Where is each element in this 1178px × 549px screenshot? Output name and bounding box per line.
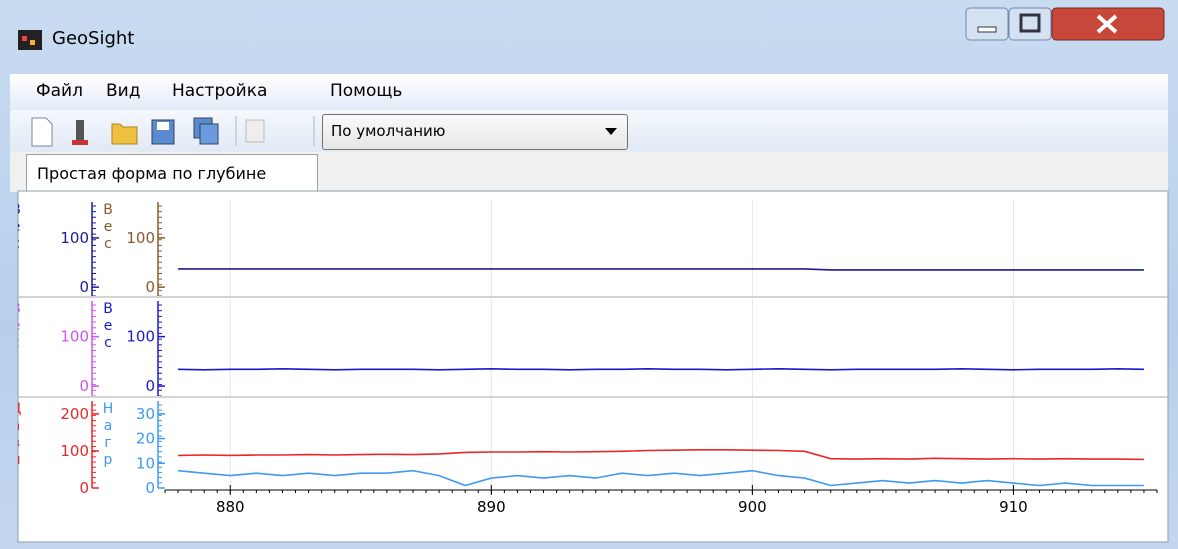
preset-dropdown[interactable]: По умолчанию xyxy=(322,114,628,150)
series-line xyxy=(178,449,1144,461)
y-tick-label: 100 xyxy=(126,328,155,346)
y-tick-label: 100 xyxy=(60,229,89,247)
y-tick-label: 0 xyxy=(79,479,89,497)
minimize-button[interactable] xyxy=(965,7,1009,41)
menu-item[interactable]: Файл xyxy=(36,81,83,101)
x-tick-label: 910 xyxy=(999,498,1028,516)
tab-label: Простая форма по глубине xyxy=(37,164,267,183)
series-line xyxy=(178,367,1144,371)
y-tick-label: 10 xyxy=(136,454,155,472)
axis-title: Вес xyxy=(8,202,24,253)
menu-item[interactable]: Помощь xyxy=(330,81,403,101)
open-icon[interactable] xyxy=(111,123,138,145)
series-line xyxy=(178,268,1144,271)
y-tick-label: 200 xyxy=(60,405,89,423)
pane: Давл 0 100 200 Нагр 0 10 20 30 xyxy=(8,399,1144,497)
axis-title: Давл xyxy=(8,401,24,469)
x-tick-label: 880 xyxy=(216,498,245,516)
menu-bar: Файл Вид Настройка Помощь xyxy=(10,74,1168,110)
title-bar xyxy=(18,7,1165,50)
well-icon[interactable] xyxy=(76,120,84,142)
y-tick-label: 0 xyxy=(79,377,89,395)
y-tick-label: 100 xyxy=(126,229,155,247)
y-tick-label: 100 xyxy=(60,328,89,346)
tab[interactable]: Простая форма по глубине xyxy=(26,154,318,193)
axis-title: Вес xyxy=(100,301,116,352)
toolbar-icons xyxy=(31,116,315,147)
axis-title: Вес xyxy=(8,301,24,352)
y-tick-label: 0 xyxy=(145,278,155,296)
copy-icon[interactable] xyxy=(245,119,265,143)
new-icon[interactable] xyxy=(31,117,53,147)
y-tick-label: 100 xyxy=(60,442,89,460)
pane: Вес 0 100 Вес 0 100 xyxy=(8,200,1144,296)
axis-title: Вес xyxy=(100,202,116,253)
y-tick-label: 0 xyxy=(79,278,89,296)
menu-item[interactable]: Вид xyxy=(106,81,141,101)
x-tick-label: 900 xyxy=(738,498,767,516)
axis-title: Нагр xyxy=(100,401,116,469)
window-title: GeoSight xyxy=(52,28,135,49)
menu-item[interactable]: Настройка xyxy=(172,81,268,101)
preset-text: По умолчанию xyxy=(331,122,446,140)
series-line xyxy=(178,469,1144,487)
y-tick-label: 20 xyxy=(136,430,155,448)
pane: Вес 0 100 Вес 0 100 xyxy=(8,299,1144,396)
y-tick-label: 0 xyxy=(145,479,155,497)
panel-background xyxy=(17,190,1169,543)
dropdown-arrow xyxy=(605,128,617,135)
y-tick-label: 30 xyxy=(136,405,155,423)
y-tick-label: 0 xyxy=(145,377,155,395)
x-tick-label: 890 xyxy=(477,498,506,516)
